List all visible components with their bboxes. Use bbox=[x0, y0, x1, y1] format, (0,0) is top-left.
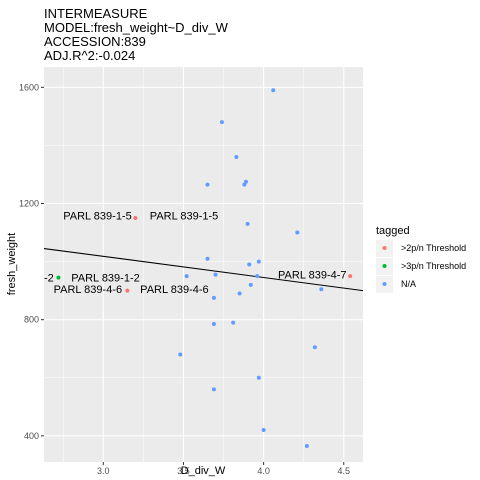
title-line-4: ADJ.R^2:-0.024 bbox=[44, 48, 135, 63]
data-point bbox=[271, 88, 276, 93]
title-line-2: MODEL:fresh_weight~D_div_W bbox=[44, 20, 229, 35]
point-label: PARL 839-1-5 bbox=[63, 211, 131, 223]
point-label: I bbox=[363, 270, 366, 282]
x-tick-label: 4.0 bbox=[257, 466, 270, 476]
point-labels: PARL 839-1-5 PARL 839-1-5-2 PARL 839-1-2PA… bbox=[44, 211, 366, 296]
data-point bbox=[211, 322, 216, 327]
data-point bbox=[219, 120, 224, 125]
point-label: PARL 839-1-2 bbox=[71, 273, 139, 285]
data-point bbox=[211, 295, 216, 300]
x-axis-title: D_div_W bbox=[181, 465, 226, 477]
data-point bbox=[247, 262, 252, 267]
data-point bbox=[205, 182, 210, 187]
y-tick-label: 1200 bbox=[19, 199, 39, 209]
legend-title: tagged bbox=[376, 225, 410, 237]
point-label: -2 bbox=[44, 273, 54, 285]
legend-key bbox=[382, 264, 387, 268]
y-axis-title: fresh_weight bbox=[6, 233, 18, 295]
data-point bbox=[261, 428, 266, 433]
data-point bbox=[319, 287, 324, 292]
data-point bbox=[213, 272, 218, 277]
legend-key bbox=[382, 282, 387, 286]
data-point bbox=[245, 221, 250, 226]
legend: tagged >2p/n Threshold >3p/n Threshold N/A bbox=[376, 225, 466, 293]
y-tick-label: 800 bbox=[24, 315, 39, 325]
data-point bbox=[255, 274, 260, 279]
data-point bbox=[295, 230, 300, 235]
data-points bbox=[56, 88, 353, 449]
regression-line-group bbox=[44, 247, 363, 292]
point-label: PARL 839-4-6 bbox=[140, 284, 208, 296]
regression-line bbox=[44, 247, 363, 292]
legend-label: >3p/n Threshold bbox=[401, 261, 466, 271]
chart-title: INTERMEASURE MODEL:fresh_weight~D_div_W … bbox=[44, 6, 229, 63]
data-point bbox=[184, 274, 189, 279]
data-point bbox=[243, 179, 248, 184]
data-point bbox=[256, 375, 261, 380]
point-label: PARL 839-4-6 bbox=[54, 284, 122, 296]
x-tick-label: 3.0 bbox=[97, 466, 110, 476]
legend-label: >2p/n Threshold bbox=[401, 243, 466, 253]
x-tick-label: 3.5 bbox=[177, 466, 190, 476]
title-line-1: INTERMEASURE bbox=[44, 6, 148, 21]
x-tick-label: 4.5 bbox=[338, 466, 351, 476]
data-point bbox=[211, 387, 216, 392]
data-point bbox=[125, 288, 130, 293]
legend-key bbox=[382, 246, 387, 250]
data-point bbox=[178, 352, 183, 357]
legend-label: N/A bbox=[401, 279, 416, 289]
point-label: PARL 839-4-7 bbox=[278, 270, 346, 282]
data-point bbox=[231, 320, 236, 325]
data-point bbox=[256, 259, 261, 264]
data-point bbox=[56, 275, 61, 280]
point-label: PARL 839-1-5 bbox=[150, 211, 218, 223]
data-point bbox=[348, 274, 353, 279]
data-point bbox=[205, 256, 210, 261]
data-point bbox=[304, 444, 309, 449]
axis-ticks: 3.0 3.5 4.0 4.5 400 800 1200 1600 bbox=[19, 82, 350, 476]
title-line-3: ACCESSION:839 bbox=[44, 34, 146, 49]
data-point bbox=[312, 345, 317, 350]
y-tick-label: 1600 bbox=[19, 82, 39, 92]
data-point bbox=[237, 291, 242, 296]
data-point bbox=[234, 155, 239, 160]
plot-panel bbox=[44, 67, 363, 462]
data-point bbox=[133, 216, 138, 221]
y-tick-label: 400 bbox=[24, 431, 39, 441]
data-point bbox=[248, 282, 253, 287]
grid-lines bbox=[44, 67, 363, 462]
